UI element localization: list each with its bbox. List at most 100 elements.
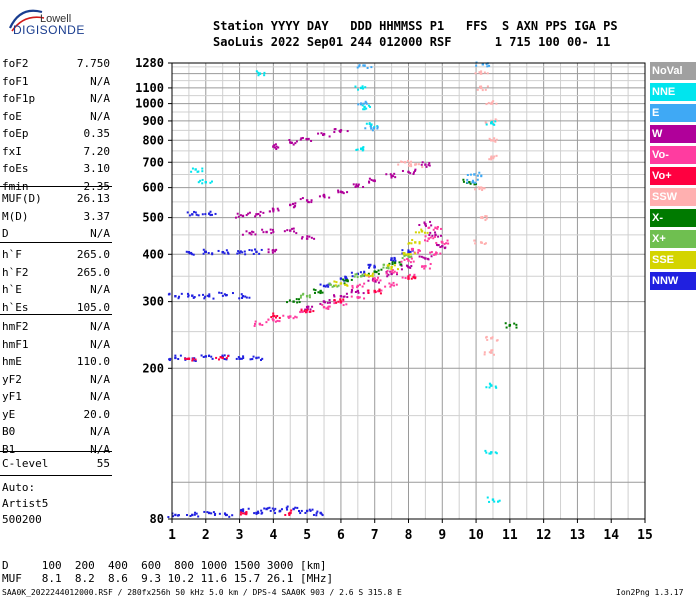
echo-point-vo bbox=[321, 303, 324, 306]
echo-point-nnw bbox=[195, 512, 198, 515]
echo-point-w bbox=[367, 279, 370, 282]
echo-point-vo bbox=[327, 305, 330, 308]
echo-point-ssw bbox=[483, 187, 486, 190]
echo-point-nnw bbox=[249, 358, 252, 361]
param-name: h`E bbox=[2, 283, 22, 296]
param-name: B1 bbox=[2, 442, 16, 456]
echo-point-nne bbox=[196, 170, 199, 173]
echo-point-nne bbox=[362, 148, 365, 151]
echo-point-sse bbox=[345, 283, 348, 286]
param-name: yF1 bbox=[2, 390, 22, 403]
echo-point-nnw bbox=[393, 257, 396, 260]
echo-point-x bbox=[355, 273, 358, 276]
echo-point-ssw bbox=[490, 102, 493, 105]
echo-point-w bbox=[328, 299, 331, 302]
y-tick-label: 400 bbox=[142, 247, 164, 261]
echo-point-nnw bbox=[218, 291, 221, 294]
echo-point-nnw bbox=[243, 250, 246, 253]
param-value: N/A bbox=[90, 92, 110, 105]
echo-point-nnw bbox=[260, 248, 263, 251]
echo-point-vo bbox=[384, 285, 387, 288]
echo-point-w bbox=[389, 270, 392, 273]
echo-point-nnw bbox=[193, 357, 196, 360]
x-tick-label: 8 bbox=[405, 528, 413, 543]
echo-point-w bbox=[346, 296, 349, 299]
echo-point-w bbox=[430, 255, 433, 258]
echo-point-nnw bbox=[206, 511, 209, 514]
x-tick-label: 10 bbox=[468, 528, 484, 543]
echo-point-sse bbox=[420, 230, 423, 233]
echo-point-w bbox=[301, 136, 304, 139]
echo-point-nnw bbox=[187, 294, 190, 297]
param-name: B0 bbox=[2, 425, 16, 438]
param-value: 110.0 bbox=[76, 355, 110, 368]
echo-point-w bbox=[439, 246, 442, 249]
echo-point-nnw bbox=[193, 210, 196, 213]
echo-point-e bbox=[358, 64, 361, 67]
param-value: N/A bbox=[90, 337, 110, 351]
echo-point-vo bbox=[412, 247, 415, 250]
echo-point-sse bbox=[410, 242, 413, 245]
chart-points bbox=[167, 61, 518, 519]
echo-point-nne bbox=[361, 104, 364, 107]
echo-point-vo bbox=[440, 240, 443, 243]
echo-point-nnw bbox=[188, 252, 191, 255]
echo-point-w bbox=[275, 248, 278, 251]
echo-point-nnw bbox=[242, 357, 245, 360]
param-row: h`F 265.0 bbox=[2, 248, 110, 265]
echo-point-w bbox=[374, 280, 377, 283]
echo-point-w bbox=[420, 163, 423, 166]
echo-point-nnw bbox=[392, 259, 395, 262]
echo-point-ssw bbox=[486, 72, 489, 75]
echo-point-x bbox=[313, 291, 316, 294]
echo-point-nnw bbox=[367, 263, 370, 266]
echo-point-sse bbox=[411, 238, 414, 241]
echo-point-nne bbox=[357, 88, 360, 91]
echo-point-x bbox=[305, 295, 309, 298]
echo-point-e bbox=[466, 178, 469, 181]
echo-point-w bbox=[275, 145, 278, 148]
echo-point-nnw bbox=[263, 507, 266, 510]
echo-point-vo bbox=[254, 322, 257, 325]
echo-point-nne bbox=[494, 451, 497, 454]
echo-point-w bbox=[272, 208, 275, 211]
logo-brand-text: Lowell bbox=[40, 13, 72, 25]
echo-point-vo bbox=[407, 259, 410, 262]
echo-point-w bbox=[307, 305, 310, 308]
echo-point-x bbox=[508, 324, 511, 327]
echo-point-w bbox=[294, 204, 297, 207]
echo-point-nne bbox=[360, 86, 363, 90]
echo-point-w bbox=[313, 237, 316, 240]
echo-point-vo bbox=[239, 513, 242, 516]
echo-point-w bbox=[322, 300, 325, 303]
echo-point-nnw bbox=[327, 285, 330, 288]
echo-point-nnw bbox=[254, 248, 257, 251]
echo-point-e bbox=[364, 100, 367, 103]
echo-point-vo bbox=[412, 260, 415, 263]
echo-point-x bbox=[301, 293, 304, 296]
echo-point-x bbox=[468, 181, 471, 184]
echo-point-nne bbox=[363, 108, 366, 111]
muf-distance-row: D 100 200 400 600 800 1000 1500 3000 [km… bbox=[2, 559, 327, 572]
echo-point-x bbox=[295, 298, 298, 301]
echo-point-w bbox=[251, 230, 254, 233]
echo-point-sse bbox=[371, 274, 374, 277]
echo-point-e bbox=[366, 66, 369, 69]
echo-point-w bbox=[250, 233, 253, 236]
echo-point-vo bbox=[436, 227, 439, 230]
echo-point-w bbox=[318, 195, 321, 198]
echo-point-nnw bbox=[315, 514, 318, 517]
echo-point-nnw bbox=[189, 514, 192, 517]
echo-point-nnw bbox=[273, 509, 276, 512]
echo-point-nne bbox=[497, 500, 500, 503]
echo-point-nnw bbox=[308, 508, 311, 511]
echo-point-ssw bbox=[490, 349, 493, 352]
echo-point-w bbox=[355, 184, 358, 187]
param-value: N/A bbox=[90, 283, 110, 296]
echo-point-nnw bbox=[252, 355, 255, 358]
echo-point-w bbox=[261, 228, 264, 231]
echo-point-e bbox=[473, 173, 476, 176]
echo-point-nnw bbox=[187, 251, 190, 254]
echo-point-vo bbox=[390, 270, 393, 273]
echo-point-ssw bbox=[481, 189, 484, 192]
